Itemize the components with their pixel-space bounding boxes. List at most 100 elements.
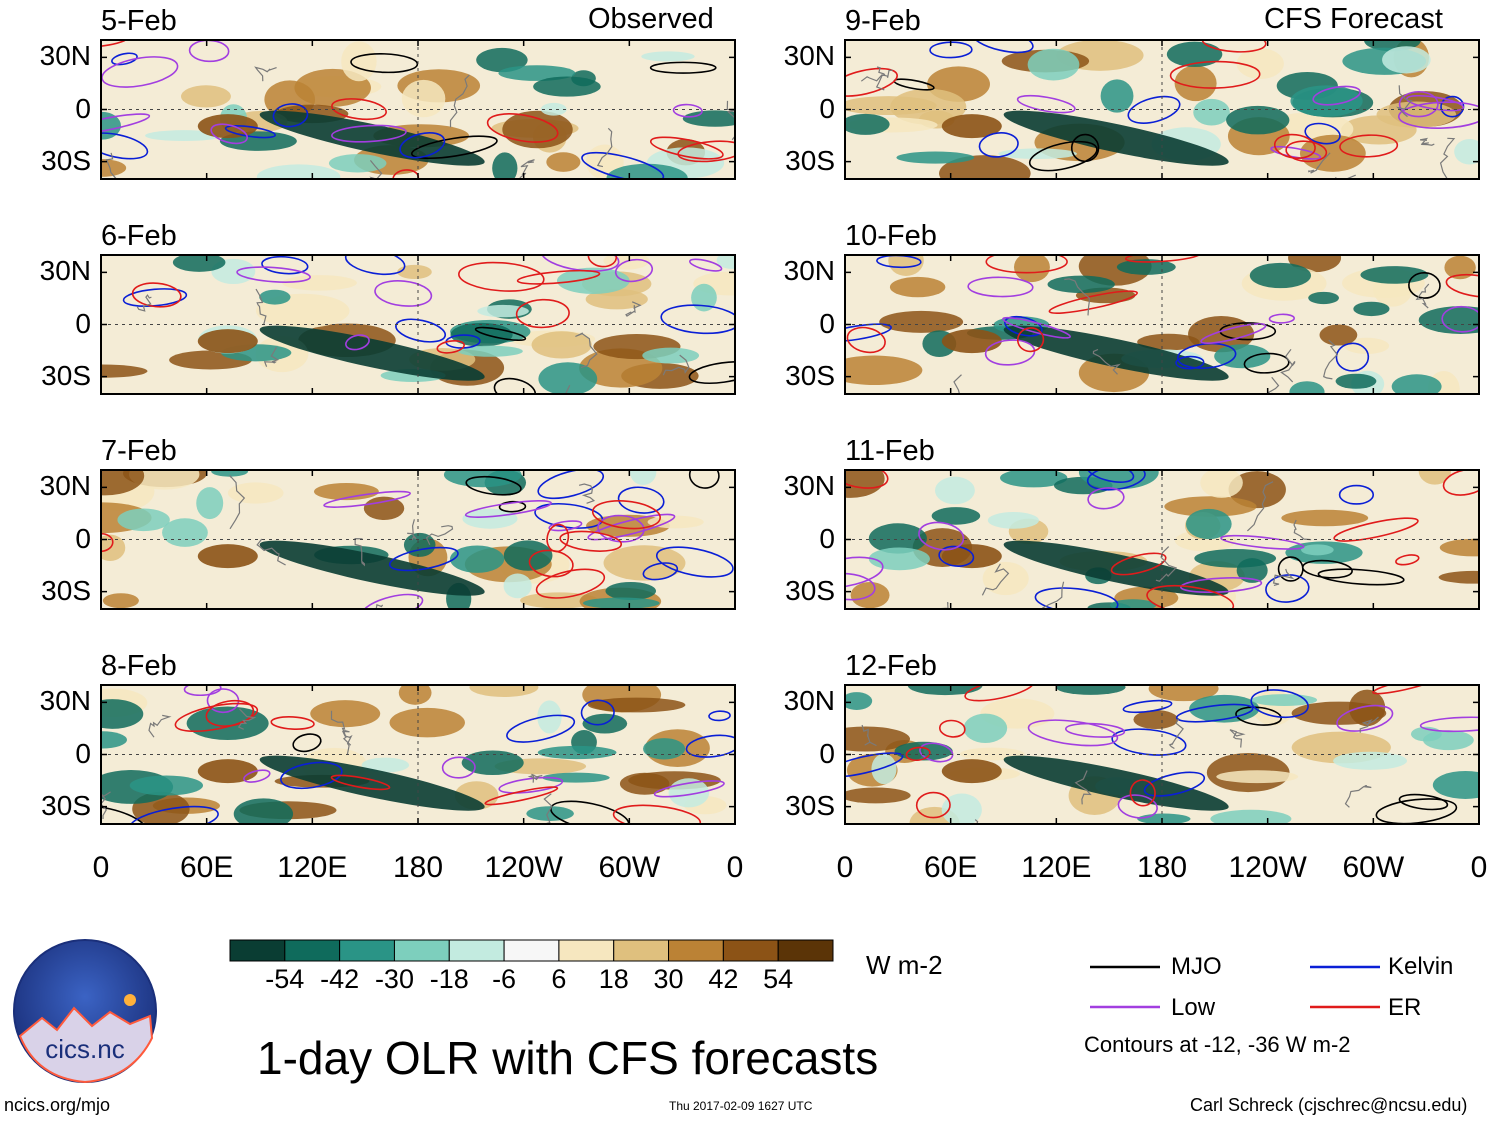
olr-positive-anomaly	[1418, 470, 1452, 485]
mjo-contour	[410, 135, 498, 160]
low-contour	[374, 279, 433, 307]
coastline	[1168, 717, 1184, 750]
olr-positive-anomaly	[619, 772, 670, 795]
olr-strong-positive	[941, 114, 1002, 139]
er-contour	[1016, 327, 1045, 353]
olr-field	[845, 40, 1479, 179]
coastline	[1396, 85, 1413, 118]
olr-positive-anomaly	[1348, 689, 1386, 727]
olr-positive-anomaly	[101, 470, 145, 496]
legend-label-er: ER	[1388, 994, 1422, 1021]
olr-negative-anomaly	[462, 508, 518, 529]
olr-strong-negative	[1003, 325, 1229, 381]
footer-timestamp: Thu 2017-02-09 1627 UTC	[669, 1099, 813, 1113]
colorbar-tick-label: -54	[265, 964, 305, 994]
olr-negative-anomaly	[1210, 809, 1292, 824]
colorbar-swatch	[668, 939, 724, 962]
olr-negative-anomaly	[450, 545, 505, 573]
olr-positive-anomaly	[845, 355, 923, 386]
panel-date-label: 10-Feb	[845, 220, 937, 252]
er-contour	[486, 113, 559, 143]
er-contour	[591, 500, 661, 530]
kelvin-contour	[344, 255, 406, 276]
kelvin-contour	[388, 546, 459, 572]
legend-label-mjo: MJO	[1171, 953, 1222, 980]
olr-negative-anomaly	[845, 692, 873, 710]
logo-text: cics.nc	[45, 1034, 124, 1064]
y-tick-label: 0	[75, 92, 91, 124]
x-tick-label: 60W	[1342, 851, 1405, 884]
low-contour	[845, 572, 876, 601]
olr-field	[845, 255, 1479, 394]
coastline	[237, 708, 257, 730]
olr-strong-positive	[197, 759, 258, 784]
colorbar-tick-label: 30	[653, 964, 684, 994]
map-panel	[844, 684, 1480, 825]
map-panel	[100, 254, 736, 395]
er-contour	[331, 98, 387, 121]
olr-negative-anomaly	[1000, 470, 1068, 488]
olr-negative-anomaly	[605, 581, 657, 601]
olr-positive-anomaly	[389, 707, 465, 738]
low-contour	[672, 103, 703, 118]
olr-strong-positive	[941, 329, 1002, 354]
map-panel	[844, 469, 1480, 610]
kelvin-contour	[1175, 703, 1254, 723]
footer-url[interactable]: ncics.org/mjo	[4, 1095, 111, 1115]
low-contour	[1336, 704, 1394, 732]
contour-note: Contours at -12, -36 W m-2	[1084, 1032, 1351, 1057]
er-contour	[330, 774, 391, 791]
y-tick-label: 30N	[783, 685, 835, 717]
olr-negative-anomaly	[1432, 770, 1479, 799]
olr-negative-anomaly	[582, 597, 660, 609]
olr-negative-anomaly	[542, 772, 610, 783]
olr-negative-anomaly	[1335, 373, 1377, 389]
olr-negative-anomaly	[526, 806, 574, 821]
kelvin-contour	[1122, 699, 1173, 714]
low-contour	[464, 500, 552, 518]
er-contour	[270, 716, 315, 730]
olr-positive-anomaly	[1281, 509, 1369, 527]
map-panel	[100, 39, 736, 180]
olr-negative-anomaly	[1236, 558, 1268, 583]
er-contour	[915, 791, 951, 819]
olr-negative-anomaly	[1382, 46, 1431, 74]
er-contour	[587, 255, 618, 268]
coastline	[1064, 278, 1090, 316]
low-contour	[967, 276, 1034, 298]
olr-negative-anomaly	[1249, 262, 1312, 289]
coastline	[1308, 152, 1331, 174]
olr-positive-anomaly	[1216, 770, 1299, 784]
olr-negative-anomaly	[1423, 730, 1474, 751]
kelvin-contour	[971, 40, 1034, 54]
olr-positive-anomaly	[1133, 710, 1179, 730]
olr-field	[101, 255, 735, 394]
er-contour	[1110, 552, 1167, 576]
y-tick-label: 0	[75, 737, 91, 769]
cics-logo: cics.nc	[12, 938, 158, 1084]
er-contour	[516, 269, 601, 285]
mjo-contour	[1375, 798, 1458, 824]
coastline	[1415, 283, 1430, 309]
y-tick-label: 0	[819, 307, 835, 339]
low-contour	[1016, 94, 1076, 114]
x-tick-label: 0	[726, 851, 744, 884]
er-contour	[515, 298, 570, 329]
low-contour	[1065, 722, 1126, 738]
mjo-contour	[1243, 352, 1290, 374]
colorbar-tick-label: 42	[708, 964, 739, 994]
mjo-contour	[350, 53, 419, 74]
map-panel	[100, 469, 736, 610]
olr-negative-anomaly	[868, 523, 927, 554]
olr-negative-anomaly	[1055, 685, 1126, 695]
olr-positive-anomaly	[282, 275, 357, 291]
header-observed: Observed	[588, 3, 714, 35]
colorbar-swatch	[777, 939, 834, 962]
low-contour	[845, 556, 884, 589]
olr-negative-anomaly	[1454, 138, 1479, 165]
colorbar-tick-label: 6	[551, 964, 567, 994]
olr-negative-anomaly	[533, 76, 601, 97]
y-tick-label: 30S	[785, 144, 835, 176]
x-tick-label: 180	[392, 851, 444, 884]
olr-negative-anomaly	[259, 289, 291, 305]
